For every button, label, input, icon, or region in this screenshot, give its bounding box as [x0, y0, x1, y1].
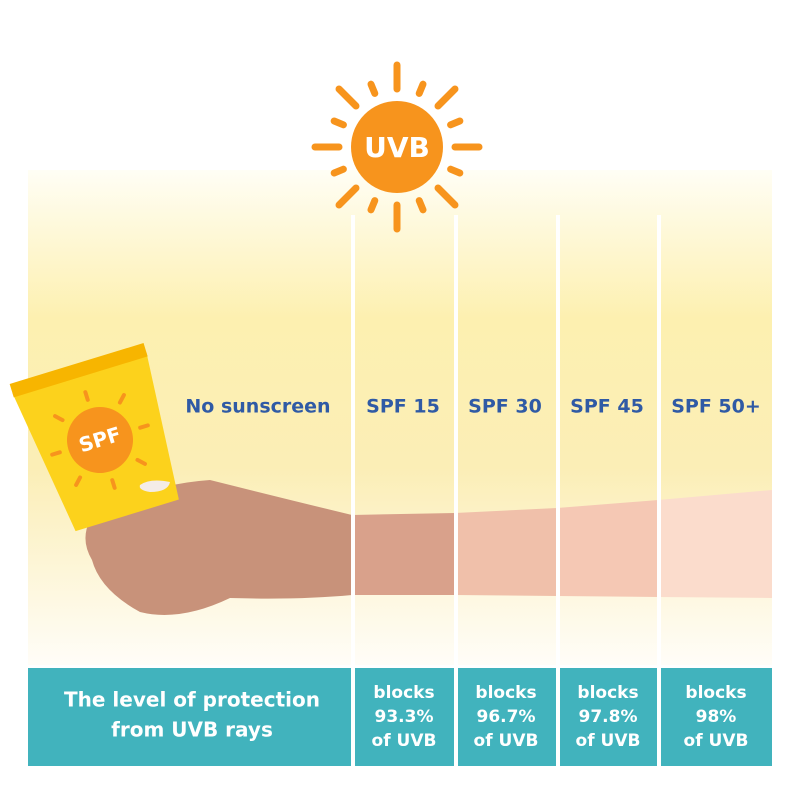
blocks-text: 98% — [696, 707, 737, 727]
sun-ray — [367, 80, 379, 97]
column-label: SPF 15 — [366, 396, 440, 418]
sun-label: UVB — [364, 131, 430, 164]
blocks-text: blocks — [373, 683, 434, 703]
blocks-text: blocks — [685, 683, 746, 703]
sun-ray — [335, 85, 360, 110]
blocks-text: blocks — [475, 683, 536, 703]
column-label: SPF 50+ — [671, 396, 761, 418]
sun-ray — [330, 117, 347, 129]
column-label: SPF 45 — [570, 396, 644, 418]
sun-ray — [434, 85, 459, 110]
sun-ray — [447, 117, 464, 129]
blocks-text: 93.3% — [375, 707, 434, 727]
sun-ray — [335, 184, 360, 209]
footer-title: The level of protection — [64, 688, 320, 712]
blocks-text: 96.7% — [477, 707, 536, 727]
dividers — [351, 215, 661, 770]
blocks-text: of UVB — [474, 731, 539, 751]
sun-ray — [447, 165, 464, 177]
no-sunscreen-label: No sunscreen — [185, 396, 330, 418]
sun-ray — [330, 165, 347, 177]
blocks-text: of UVB — [576, 731, 641, 751]
footer-title: from UVB rays — [111, 718, 273, 742]
sun-ray — [415, 80, 427, 97]
sun-ray — [434, 184, 459, 209]
sun-ray — [367, 197, 379, 214]
footer: The level of protection from UVB rays — [28, 668, 772, 766]
column-label: SPF 30 — [468, 396, 542, 418]
sunscreen-bottle: SPF — [9, 343, 179, 532]
blocks-text: of UVB — [684, 731, 749, 751]
blocks: blocks 93.3% of UVB blocks 96.7% of UVB blocks… — [372, 683, 749, 751]
sun-ray — [415, 197, 427, 214]
blocks-text: 97.8% — [579, 707, 638, 727]
arm — [85, 480, 772, 615]
sun: UVB — [311, 61, 483, 233]
thumbnail — [139, 480, 170, 492]
blocks-text: of UVB — [372, 731, 437, 751]
blocks-text: blocks — [577, 683, 638, 703]
